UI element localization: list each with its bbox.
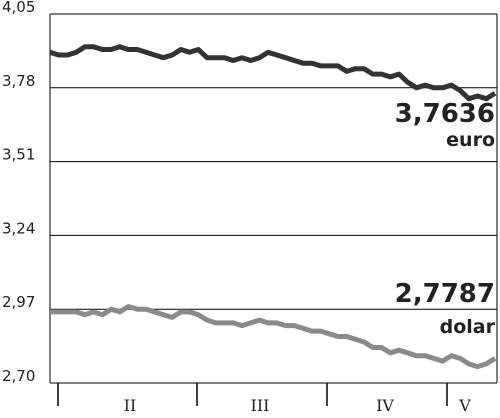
end-value-label: 3,7636: [395, 99, 495, 129]
x-tick-label: II: [124, 396, 137, 415]
series-line: [50, 304, 497, 370]
x-tick-label: III: [251, 396, 270, 415]
y-tick-label: 4,05: [2, 0, 35, 16]
series-name: dolar: [440, 316, 496, 338]
x-tick-label: V: [458, 396, 471, 415]
y-tick-label: 3,24: [2, 219, 35, 237]
x-tick-label: IV: [376, 396, 394, 415]
y-tick-label: 2,70: [2, 367, 35, 385]
y-tick-label: 2,97: [2, 293, 35, 311]
series-name: euro: [446, 129, 495, 151]
y-tick-label: 3,51: [2, 146, 35, 164]
end-value-label: 2,7787: [395, 279, 495, 309]
month-dividers: [57, 383, 448, 406]
y-tick-label: 3,78: [2, 72, 35, 90]
series-line: [49, 44, 497, 102]
